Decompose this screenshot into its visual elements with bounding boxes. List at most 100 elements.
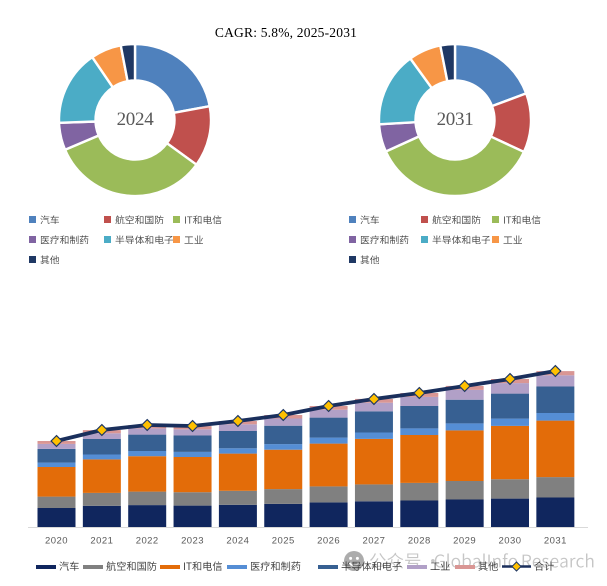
legend-item [160,560,223,573]
bar-segment [536,420,575,478]
bar-segment [354,411,393,433]
legend-item [104,213,164,226]
legend-item [349,233,409,246]
donut-segment-7 [119,42,137,83]
legend-item [29,213,59,226]
legend-swatch [104,236,111,243]
bar-segment [37,508,76,527]
legend-key [83,564,103,569]
bar-segment [400,482,439,501]
legend-swatch [349,216,356,223]
x-tick-label: 2022 [136,536,159,547]
x-tick-label: 2030 [499,536,522,547]
bar-segment [445,430,484,481]
legend-swatch [29,256,36,263]
legend-item [173,233,203,246]
bar-segment [264,425,303,445]
total-line-marker [503,372,517,386]
total-line [54,369,558,443]
stacked-bar-line-chart: 2020 2021 2022 2023 2024 2025 2026 2027 2028 2029… [28,364,588,547]
bar-segment [491,498,529,527]
legend-key [36,564,56,569]
bar-segment [82,454,121,460]
bar-segment [354,438,393,485]
total-line-marker [413,386,426,400]
bar-segment [37,467,76,497]
bar-segment [400,428,439,435]
bar-segment [491,425,529,480]
legend-swatch [349,236,356,243]
bar-segment [128,505,167,527]
bar-segment [173,492,212,506]
bar-segment [173,505,212,527]
bar-segment [536,413,575,421]
bar-segment [218,424,257,431]
bar-segment [445,499,484,527]
x-tick-label: 2020 [45,536,68,547]
bar-segment [264,418,303,426]
bar-segment [128,456,167,492]
total-line-marker [50,434,63,448]
x-tick-label: 2029 [453,536,476,547]
legend-item [104,233,173,246]
bar-segment [173,457,212,493]
legend-item [492,233,522,246]
legend-key-line [502,561,531,572]
bar-segment [173,435,212,452]
legend-item [407,560,450,573]
donut-chart-2024 [57,42,213,198]
legend-item [29,253,59,266]
donut-center-label-2031: 2031 [436,109,474,130]
bar-segment [128,428,167,435]
x-tick-label: 2023 [181,536,204,547]
bar-segment [536,497,575,527]
donut-chart-2031 [377,42,533,198]
total-line-marker [95,423,109,437]
bar-segment [400,406,439,429]
legend-swatch [104,216,111,223]
x-tick-label: 2031 [544,536,567,547]
legend-key [160,564,180,569]
bar-segment [82,459,121,493]
bar-segment [354,501,393,527]
total-line-marker [367,392,381,406]
legend-swatch [173,236,180,243]
bar-segment [536,375,575,387]
donut-segment-7 [439,42,457,83]
bar-segment [445,423,484,431]
legend-item [421,233,490,246]
x-tick-label: 2028 [408,536,431,547]
legend-swatch [29,236,36,243]
legend-item [455,560,498,573]
bar-segment [37,462,76,467]
legend-swatch [349,256,356,263]
bar-segment [445,399,484,424]
bar-segment [218,453,257,491]
donut-segment-3 [63,134,198,198]
bar-segment [400,435,439,483]
legend-key [318,564,338,569]
bar-segment [218,504,257,527]
donut-center-label-2024: 2024 [116,109,154,130]
legend-swatch [492,216,499,223]
legend-item [349,213,379,226]
legend-item [492,213,541,226]
bar-segment [354,432,393,439]
bar-segment [354,402,393,412]
bar-segment [82,439,121,455]
total-line-marker [549,364,562,378]
bar-segment [445,481,484,500]
legend-swatch [421,216,428,223]
bar-segment [536,477,575,498]
bar-segment [309,437,348,444]
total-line-marker [140,418,154,432]
bar-segment [264,444,303,450]
total-line-marker [186,419,199,433]
bar-segment [218,448,257,454]
chart-title: CAGR: 5.8%, 2025-2031 [214,25,358,40]
legend-item [421,213,481,226]
bar-segment [491,418,529,426]
bar-segment [218,490,257,505]
legend-item [502,560,554,573]
bar-segment [264,503,303,527]
